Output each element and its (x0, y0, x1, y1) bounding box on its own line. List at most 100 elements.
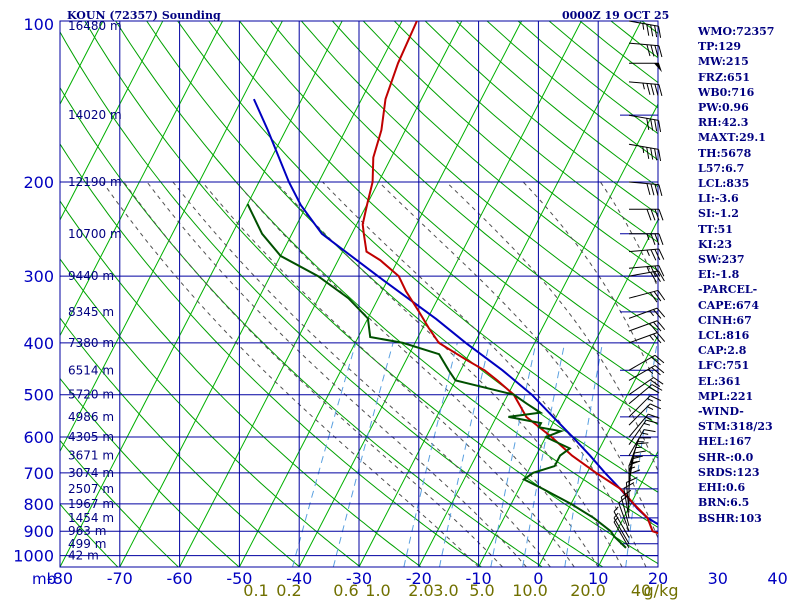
isotherm (537, 334, 658, 567)
barb-half-flag (613, 512, 619, 519)
barb-half-flag (613, 506, 619, 512)
wind-barb (628, 403, 662, 426)
barb-flag (650, 118, 654, 131)
isotherm (0, 21, 43, 567)
temperature-profile (361, 21, 658, 535)
stat-item: -WIND- (698, 405, 744, 419)
isotherm (238, 21, 523, 567)
dry-adiabat (60, 503, 119, 567)
barb-staff (613, 517, 630, 545)
barb-half-flag (646, 266, 650, 273)
wind-barb (628, 419, 658, 445)
height-label: 499 m (68, 537, 106, 551)
temperature-tick-label: 40 (767, 569, 787, 588)
temperature-tick-label: 20 (648, 569, 668, 588)
barb-flag (618, 495, 629, 504)
height-label: 8345 m (68, 305, 114, 319)
barb-flag (654, 271, 661, 282)
barb-flag (654, 365, 665, 374)
stat-item: LFC:751 (698, 359, 750, 373)
stat-item: BRN:6.5 (698, 496, 750, 510)
wind-barb (629, 233, 664, 245)
barb-staff (625, 482, 630, 513)
isotherm (298, 21, 582, 567)
barb-half-flag (647, 398, 654, 402)
height-label: 1967 m (68, 497, 114, 511)
mixing-ratio-label: 0.1 (243, 581, 268, 600)
stat-item: MAXT:29.1 (698, 131, 766, 145)
temperature-tick-label: -10 (466, 569, 492, 588)
barb-flag (626, 477, 638, 483)
height-label: 1454 m (68, 511, 114, 525)
barb-staff (628, 354, 656, 371)
barb-flag (654, 25, 658, 38)
wind-barb (628, 114, 662, 133)
mixing-ratio-label: 2.0 (408, 581, 433, 600)
stat-item: WMO:72357 (698, 25, 775, 38)
mixing-ratio-label: 10.0 (512, 581, 548, 600)
stat-item: TP:129 (698, 40, 742, 54)
stat-item: RH:42.3 (698, 116, 749, 130)
height-label: 3671 m (68, 449, 114, 463)
barb-flag (651, 367, 661, 376)
wind-barbs (613, 20, 666, 549)
barb-flag (646, 419, 658, 424)
temperature-tick-label: -80 (47, 569, 73, 588)
barb-flag (658, 45, 663, 58)
barb-flag (650, 395, 662, 402)
barb-half-flag (633, 455, 640, 458)
wind-barb (613, 512, 630, 545)
moist-adiabat (123, 181, 503, 567)
temperature-tick-label: -40 (286, 569, 312, 588)
height-label: 4305 m (68, 430, 114, 444)
barb-half-flag (641, 432, 649, 435)
dry-adiabat (393, 21, 658, 243)
temperature-tick-label: 0 (533, 569, 543, 588)
isotherm (60, 21, 283, 453)
stat-item: MW:215 (698, 55, 749, 69)
barb-flag (650, 209, 656, 221)
barb-flag (643, 429, 656, 433)
stat-item: KI:23 (698, 237, 733, 251)
barb-staff (628, 20, 659, 27)
temperature-tick-label: -60 (167, 569, 193, 588)
temperature-tick-label: -70 (107, 569, 133, 588)
barb-flag (620, 489, 632, 498)
barb-flag (649, 323, 658, 333)
wind-barb (628, 429, 656, 456)
barb-half-flag (635, 446, 643, 449)
pressure-label: 500 (23, 386, 54, 405)
wind-barb (628, 42, 663, 58)
wind-barb (628, 81, 663, 96)
wind-barb (628, 248, 665, 261)
barb-staff (628, 289, 659, 299)
stat-item: L57:6.7 (698, 161, 745, 175)
stat-item: SRDS:123 (698, 465, 760, 479)
dry-adiabat (60, 30, 604, 567)
dry-adiabat (84, 21, 658, 565)
moist-adiabat (146, 181, 527, 567)
mixing-ratio-label: 1.0 (365, 581, 390, 600)
stat-item: CAPE:674 (698, 298, 759, 312)
stat-item: STM:318/23 (698, 420, 773, 434)
wind-barb (628, 320, 666, 333)
isotherm (597, 450, 658, 567)
wind-barb (628, 364, 665, 381)
barb-staff (628, 320, 658, 332)
wind-barb (629, 208, 664, 221)
mixing-ratio-label: 0.2 (276, 581, 301, 600)
stats-panel: WMO:72357 TP:129 MW:215 FRZ:651 WB0:716 PW:0.… (698, 24, 774, 526)
isotherm (418, 103, 658, 567)
barb-staff (628, 332, 658, 344)
barb-flag (631, 455, 644, 460)
height-label: 10700 m (68, 227, 122, 241)
barb-staff (628, 265, 659, 269)
stat-item: HEL:167 (698, 435, 752, 449)
stat-item: PW:0.96 (698, 101, 749, 115)
stat-item: SW:237 (698, 253, 745, 267)
barb-staff (620, 496, 630, 527)
height-label: 42 m (68, 549, 99, 563)
height-label: 16480 m (68, 19, 122, 33)
dry-adiabat (362, 21, 658, 272)
